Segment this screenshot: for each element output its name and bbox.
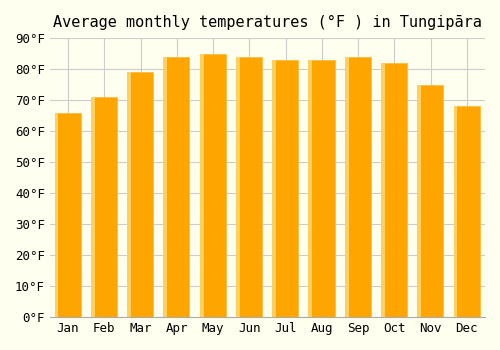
- Bar: [200, 54, 203, 317]
- Bar: [418, 85, 444, 317]
- Bar: [236, 57, 240, 317]
- Bar: [128, 72, 153, 317]
- Bar: [200, 54, 226, 317]
- Bar: [91, 97, 94, 317]
- Bar: [127, 72, 131, 317]
- Bar: [273, 60, 298, 317]
- Bar: [309, 60, 334, 317]
- Bar: [56, 113, 80, 317]
- Bar: [308, 60, 312, 317]
- Bar: [236, 57, 262, 317]
- Bar: [345, 57, 348, 317]
- Bar: [382, 63, 407, 317]
- Bar: [381, 63, 385, 317]
- Bar: [272, 60, 276, 317]
- Bar: [164, 57, 190, 317]
- Bar: [418, 85, 421, 317]
- Bar: [346, 57, 371, 317]
- Bar: [454, 106, 458, 317]
- Bar: [454, 106, 479, 317]
- Bar: [164, 57, 168, 317]
- Title: Average monthly temperatures (°F ) in Tungipāra: Average monthly temperatures (°F ) in Tu…: [53, 15, 482, 30]
- Bar: [92, 97, 117, 317]
- Bar: [54, 113, 58, 317]
